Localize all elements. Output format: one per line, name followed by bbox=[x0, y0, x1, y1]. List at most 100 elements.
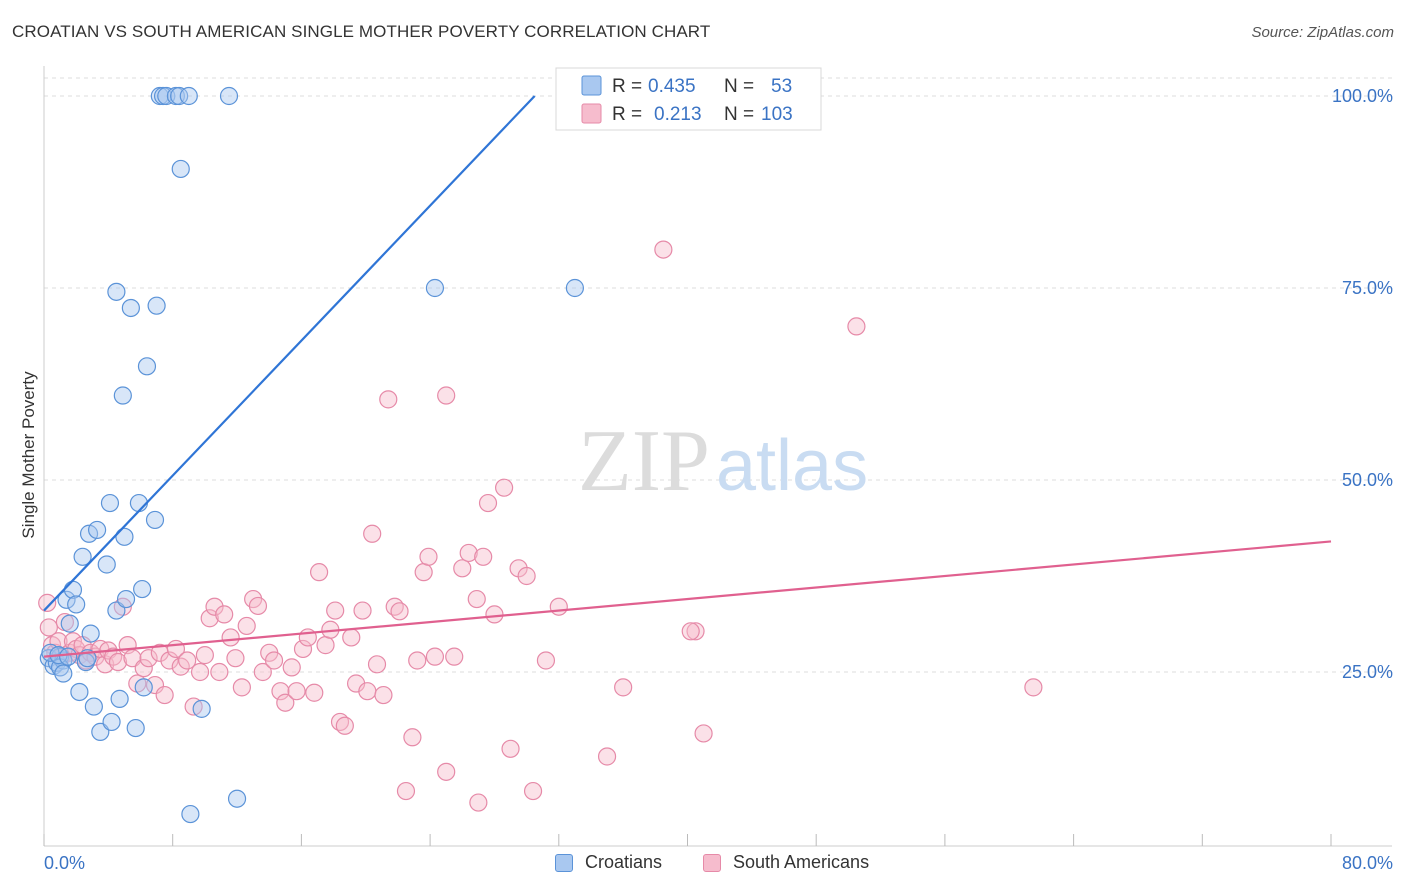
south-americans-point bbox=[276, 693, 295, 712]
south-americans-point bbox=[160, 651, 179, 670]
south-americans-point bbox=[190, 662, 210, 682]
legend-n-value: 103 bbox=[761, 104, 793, 125]
south-americans-point bbox=[437, 762, 456, 781]
south-americans-point bbox=[237, 616, 256, 636]
croatians-point bbox=[84, 697, 103, 716]
south-americans-point bbox=[694, 724, 713, 743]
x-tick-labels: 0.0% 80.0% bbox=[44, 853, 1393, 873]
legend-item-south-americans: South Americans bbox=[703, 852, 869, 873]
legend-swatch-croatians bbox=[581, 75, 602, 96]
south-americans-point bbox=[469, 793, 488, 812]
south-americans-point bbox=[342, 628, 361, 647]
legend-n-label: N = bbox=[724, 76, 754, 97]
croatians-point bbox=[81, 624, 100, 643]
croatians-point bbox=[60, 614, 79, 633]
croatians-point bbox=[110, 689, 129, 708]
south-americans-point bbox=[309, 563, 329, 582]
south-americans-point bbox=[495, 478, 514, 497]
south-americans-point bbox=[335, 716, 354, 735]
south-americans-point bbox=[178, 651, 197, 670]
south-americans-point bbox=[517, 566, 536, 586]
south-americans-point bbox=[39, 618, 58, 637]
south-americans-point bbox=[358, 682, 377, 701]
chart-title: CROATIAN VS SOUTH AMERICAN SINGLE MOTHER… bbox=[12, 22, 711, 41]
croatians-point bbox=[115, 527, 134, 546]
south-americans-point bbox=[523, 781, 543, 801]
south-americans-point bbox=[597, 747, 617, 766]
y-tick-label: 50.0% bbox=[1342, 470, 1393, 490]
croatians-point bbox=[67, 595, 86, 614]
croatians-point bbox=[227, 789, 247, 808]
grid-lines bbox=[44, 77, 1392, 673]
legend-r-label: R = bbox=[612, 76, 642, 97]
croatians-point bbox=[107, 282, 126, 301]
y-axis-label: Single Mother Poverty bbox=[19, 371, 38, 539]
south-americans-point bbox=[232, 678, 251, 697]
south-americans-point bbox=[108, 652, 128, 672]
south-americans-point bbox=[264, 651, 284, 670]
croatians-point bbox=[181, 804, 200, 824]
croatians-point bbox=[192, 699, 211, 718]
south-americans-point bbox=[408, 651, 427, 670]
y-tick-label: 75.0% bbox=[1342, 278, 1393, 298]
south-americans-point bbox=[282, 658, 301, 677]
south-americans-point bbox=[425, 647, 445, 666]
south-americans-point bbox=[271, 682, 290, 701]
croatians-point bbox=[100, 493, 120, 513]
south-americans-point bbox=[501, 739, 520, 758]
croatians-point bbox=[87, 520, 107, 540]
legend-label-croatians: Croatians bbox=[585, 852, 663, 872]
south-americans-point bbox=[419, 547, 438, 566]
south-americans-point bbox=[614, 678, 633, 697]
croatians-point bbox=[171, 159, 190, 179]
south-americans-point bbox=[287, 682, 306, 701]
south-americans-points bbox=[38, 240, 1043, 812]
south-americans-point bbox=[210, 662, 229, 682]
croatians-point bbox=[126, 718, 145, 738]
croatians-point bbox=[73, 547, 92, 566]
south-americans-point bbox=[104, 647, 123, 666]
legend-r-label: R = bbox=[612, 104, 642, 125]
croatians-point bbox=[179, 86, 198, 106]
legend-swatch-croatians bbox=[555, 853, 573, 872]
legend-r-value: 0.213 bbox=[654, 104, 702, 125]
south-americans-point bbox=[459, 543, 478, 563]
x-tick-label: 80.0% bbox=[1342, 853, 1393, 873]
south-americans-point bbox=[379, 390, 398, 409]
south-americans-point bbox=[414, 563, 433, 582]
south-americans-point bbox=[396, 781, 416, 801]
legend-label-south-americans: South Americans bbox=[733, 852, 870, 872]
south-americans-point bbox=[485, 605, 504, 624]
south-americans-point bbox=[353, 601, 372, 620]
south-americans-point bbox=[215, 605, 234, 624]
legend-bottom: Croatians South Americans bbox=[0, 852, 1406, 878]
south-americans-point bbox=[437, 386, 456, 405]
croatians-point bbox=[70, 682, 89, 702]
south-americans-point bbox=[139, 649, 158, 668]
croatians-point bbox=[102, 712, 121, 732]
legend-item-croatians: Croatians bbox=[555, 852, 662, 873]
croatians-point bbox=[565, 278, 584, 298]
croatians-point bbox=[116, 589, 136, 609]
y-tick-labels: 100.0% 75.0% 50.0% 25.0% bbox=[1332, 86, 1393, 682]
legend-n-label: N = bbox=[724, 104, 754, 125]
south-americans-point bbox=[654, 240, 673, 259]
south-americans-point bbox=[847, 317, 866, 336]
south-americans-point bbox=[205, 597, 224, 616]
source-label: Source: ZipAtlas.com bbox=[1251, 24, 1394, 41]
croatians-point bbox=[425, 278, 445, 298]
south-americans-point bbox=[226, 649, 245, 668]
legend-r-value: 0.435 bbox=[648, 76, 696, 97]
south-americans-point bbox=[195, 646, 214, 665]
south-americans-point bbox=[374, 685, 393, 705]
south-americans-point bbox=[474, 547, 493, 566]
south-americans-point bbox=[363, 524, 382, 543]
south-americans-point bbox=[686, 622, 705, 641]
croatians-point bbox=[97, 555, 116, 574]
croatians-point bbox=[137, 357, 157, 376]
south-americans-point bbox=[155, 685, 174, 705]
croatians-points bbox=[39, 86, 584, 824]
croatians-point bbox=[157, 86, 176, 106]
south-americans-point bbox=[38, 593, 57, 612]
south-americans-point bbox=[326, 601, 345, 620]
